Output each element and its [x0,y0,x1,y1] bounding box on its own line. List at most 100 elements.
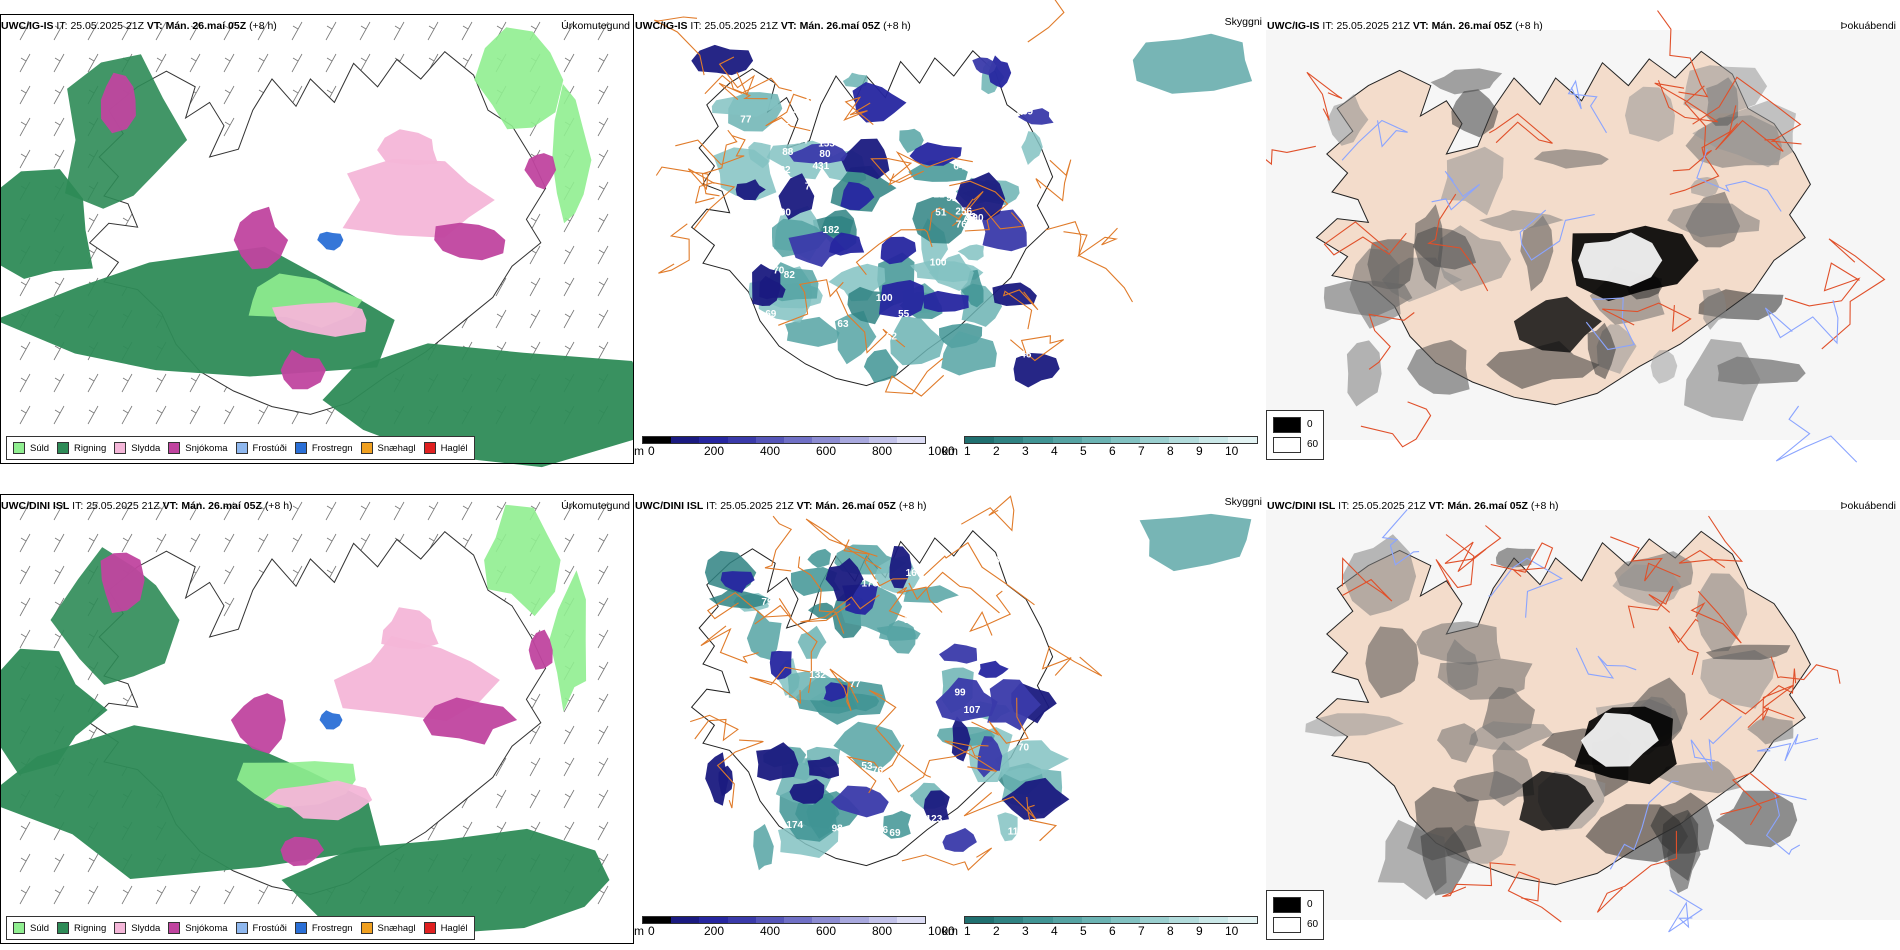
legend-swatch [57,922,70,934]
wind-barb [529,789,541,809]
colorbar-unit: m [634,924,644,938]
cloud-base-label: 80 [819,149,831,160]
fog-area [1346,340,1382,407]
colorbar-cell [784,917,813,923]
panel-title: UWC/DINI ISL IT: 25.05.2025 21Z VT: Mán.… [1,500,293,512]
fog-area [1414,204,1443,290]
legend-label: Frostúði [252,442,287,454]
low-cloud-area [788,231,846,267]
low-cloud-area [789,778,825,804]
fog-area [1667,812,1701,894]
wind-barb [189,405,201,425]
road-line [961,495,1015,532]
cloud-base-label: 63 [837,319,849,330]
colorbar-cell [671,917,700,923]
wind-barb [597,885,609,905]
wind-barb [53,501,65,521]
fog-area [1495,547,1536,568]
wind-barb [325,533,337,553]
legend-label: Haglél [440,922,468,934]
cloud-base-label: 182 [823,225,840,236]
wind-barb [597,725,609,745]
legend-item: Slydda [114,442,160,454]
legend-item: Súld [13,922,49,934]
visibility-area [957,244,984,261]
wind-barb [19,341,31,361]
low-cloud-area [889,546,912,589]
low-cloud-area [1017,108,1054,125]
low-cloud-area [756,742,799,781]
wind-barb [597,53,609,73]
colorbar-unit: m [634,444,644,458]
wind-barb [189,21,201,41]
fog-area [1658,761,1742,794]
colorbar-unit: km [942,444,958,458]
cloud-base-label: 22 [934,190,946,201]
glacier-area [1578,232,1663,287]
wind-barb [495,501,507,521]
fog-area [1684,339,1761,421]
road-line [1610,536,1681,582]
colorbar-tick: 600 [816,444,837,458]
wind-barb [53,885,65,905]
road-line [1427,193,1489,292]
visibility-area [748,141,771,169]
colorbar-cell [643,917,672,923]
colorbar-tick: 3 [1022,444,1029,458]
low-cloud-area [972,57,997,75]
low-cloud-area [720,571,755,594]
wind-barb [121,501,133,521]
fog-area [1407,339,1470,395]
low-cloud-area [825,557,864,602]
wind-barb [597,21,609,41]
cloud-base-label: 100 [930,257,947,268]
river-line [1519,209,1595,261]
fog-map [1266,10,1900,463]
legend-label: Snjókoma [185,442,228,454]
river-line [1431,170,1480,211]
fog-area [1690,177,1720,198]
wind-barb [223,885,235,905]
fog-area [1702,287,1727,330]
wind-barb [223,565,235,585]
colorbar-tick: 800 [872,444,893,458]
wind-barb [87,53,99,73]
cloud-base-label: 122 [774,165,791,176]
road-line [718,56,756,97]
road-line [888,586,943,619]
cloud-base-label: 107 [964,705,981,716]
river-line [1488,557,1563,618]
colorbar-tick: 4 [1051,924,1058,938]
cloud-base-label: 57 [810,306,822,317]
wind-barb [19,597,31,617]
rain-area [0,648,108,775]
colorbar-tick: 8 [1167,924,1174,938]
colorbar-cell [868,917,897,923]
wind-barb [563,501,575,521]
cloud-base-label: 225 [773,122,790,133]
legend-label: Súld [30,442,50,454]
snow-area [280,349,326,390]
cloud-base-label: 91 [946,193,958,204]
road-line [1002,289,1039,330]
colorbar-tick: 1000 [928,924,955,938]
wind-barb [257,53,269,73]
wind-barb [325,405,337,425]
cloud-base-label: 99 [955,688,967,699]
road-line [1747,684,1795,728]
wind-barb [19,821,31,841]
wind-barb [563,757,575,777]
road-line [655,166,715,191]
wind-barb [87,853,99,873]
fog-area [1692,100,1796,168]
wind-barb [87,405,99,425]
wind-barb [393,501,405,521]
dense-fog-area [1513,296,1602,353]
visibility-area [711,96,780,117]
legend-label: Snæhagl [377,922,416,934]
visibility-area [941,331,997,376]
snow-area [100,552,145,613]
visibility-area [807,548,831,568]
snow-area [280,836,325,867]
road-line [1596,830,1678,913]
